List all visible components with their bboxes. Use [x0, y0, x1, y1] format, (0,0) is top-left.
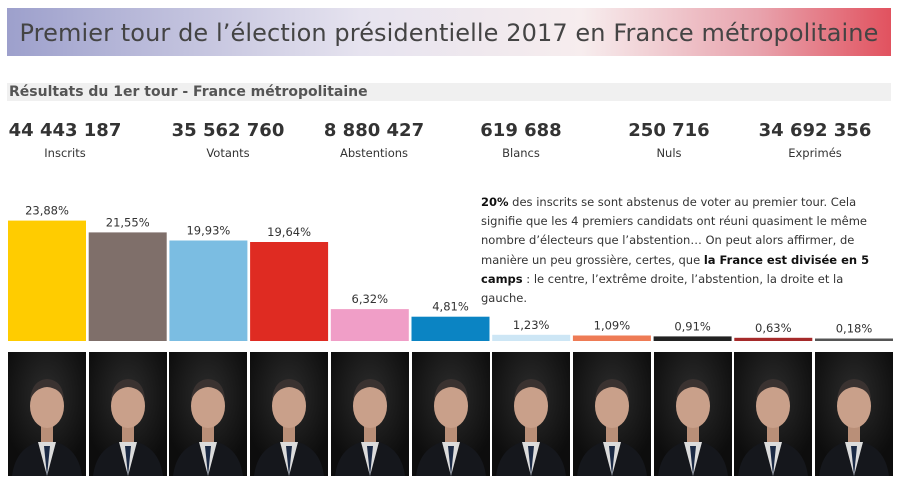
- kpi-label: Inscrits: [44, 146, 86, 160]
- bar-label-2: 19,93%: [186, 224, 230, 238]
- page-title: Premier tour de l’élection présidentiell…: [19, 19, 879, 47]
- bar-3: [250, 242, 329, 341]
- kpi-label: Nuls: [656, 146, 682, 160]
- bar-label-8: 0,91%: [674, 319, 711, 333]
- section-header: Résultats du 1er tour - France métropoli…: [7, 83, 891, 101]
- kpi-inscrits: 44 443 187 Inscrits: [0, 120, 140, 160]
- bar-7: [572, 335, 651, 341]
- kpi-abstentions: 8 880 427 Abstentions: [299, 120, 449, 160]
- candidate-portrait-icon: [815, 352, 893, 476]
- bar-label-7: 1,09%: [594, 319, 631, 333]
- bar-label-1: 21,55%: [106, 215, 150, 229]
- kpi-label: Abstentions: [339, 146, 409, 160]
- bar-4: [330, 309, 409, 341]
- bar-6: [492, 334, 571, 341]
- abstention-note: 20% des inscrits se sont abstenus de vot…: [481, 193, 881, 308]
- kpi-exprimes: 34 692 356 Exprimés: [740, 120, 890, 160]
- candidate-portrait-icon: [653, 352, 732, 476]
- kpi-value: 8 880 427: [323, 120, 425, 141]
- results-bar-chart: 23,88% 21,55% 19,93% 19,64% 6,32% 4,81% 1,23% 1…: [8, 204, 893, 341]
- kpi-label: Blancs: [502, 146, 540, 160]
- bar-label-10: 0,18%: [836, 322, 873, 336]
- bar-8: [653, 336, 732, 341]
- kpi-value: 34 692 356: [758, 120, 872, 141]
- candidate-portrait-icon: [492, 352, 571, 476]
- candidate-portrait-icon: [169, 352, 248, 476]
- bar-2: [169, 240, 248, 341]
- bar-9: [734, 337, 813, 341]
- bar-1: [88, 232, 167, 341]
- note-text-end: : le centre, l’extrême droite, l’abstent…: [481, 271, 844, 306]
- kpi-label: Exprimés: [788, 146, 842, 160]
- bar-label-3: 19,64%: [267, 225, 311, 239]
- bar-label-9: 0,63%: [755, 321, 792, 335]
- kpi-value: 250 716: [628, 120, 710, 141]
- candidate-portrait-icon: [88, 352, 167, 476]
- bar-0: [8, 220, 86, 341]
- kpi-label: Votants: [206, 146, 250, 160]
- kpi-value: 619 688: [480, 120, 562, 141]
- kpi-blancs: 619 688 Blancs: [446, 120, 596, 160]
- kpi-value: 35 562 760: [171, 120, 285, 141]
- kpi-value: 44 443 187: [8, 120, 122, 141]
- candidate-portrait-icon: [411, 352, 490, 476]
- kpi-nuls: 250 716 Nuls: [594, 120, 744, 160]
- candidate-portrait-icon: [8, 352, 86, 476]
- bar-label-6: 1,23%: [513, 318, 550, 332]
- bar-label-0: 23,88%: [25, 204, 69, 218]
- note-highlight-camps: la France est divisée en 5 camps: [481, 252, 870, 286]
- bar-label-4: 6,32%: [352, 292, 389, 306]
- candidate-portrait-icon: [572, 352, 651, 476]
- candidate-portrait-icon: [250, 352, 329, 476]
- title-banner: Premier tour de l’élection présidentiell…: [7, 8, 891, 56]
- bar-5: [411, 316, 490, 341]
- candidate-portrait-icon: [734, 352, 813, 476]
- section-title: Résultats du 1er tour - France métropoli…: [9, 84, 368, 100]
- candidate-portrait-icon: [330, 352, 409, 476]
- note-text: des inscrits se sont abstenus de voter a…: [481, 195, 868, 267]
- kpi-votants: 35 562 760 Votants: [153, 120, 303, 160]
- note-highlight-percent: 20%: [481, 195, 509, 209]
- bar-10: [815, 338, 893, 341]
- bar-label-5: 4,81%: [432, 300, 469, 314]
